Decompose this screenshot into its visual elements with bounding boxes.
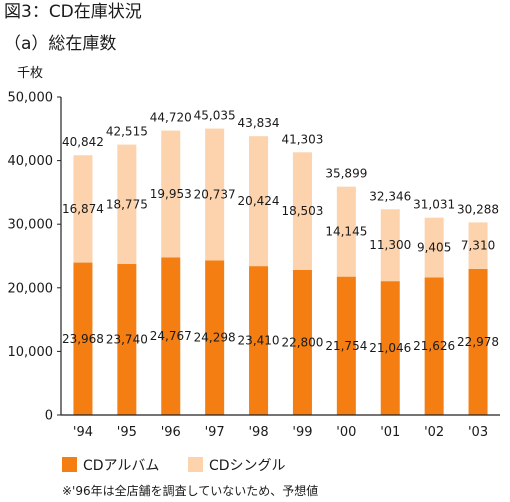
bar-cd-album	[205, 260, 225, 415]
data-label-total: 30,288	[457, 202, 499, 216]
data-label-cd-single: 20,737	[194, 188, 236, 202]
data-label-cd-album: 21,046	[369, 341, 411, 355]
data-label-cd-album: 24,767	[150, 329, 192, 343]
x-tick-label: '02	[424, 425, 444, 440]
x-tick-label: '01	[380, 425, 400, 440]
figure-subtitle: （a）総在庫数	[4, 34, 117, 54]
bar-cd-album	[73, 262, 93, 415]
bar-cd-single	[336, 186, 356, 277]
x-tick-label: '99	[292, 425, 312, 440]
data-label-total: 32,346	[369, 189, 411, 203]
data-label-cd-album: 21,754	[325, 339, 367, 353]
data-label-cd-album: 22,800	[281, 335, 323, 349]
x-tick-label: '96	[161, 425, 181, 440]
y-tick-label: 10,000	[8, 345, 54, 360]
data-label-total: 45,035	[194, 109, 236, 123]
data-label-cd-single: 19,953	[150, 187, 192, 201]
data-label-total: 43,834	[238, 116, 280, 130]
legend-label-cd-album: CDアルバム	[83, 458, 159, 474]
data-label-cd-single: 9,405	[417, 241, 451, 255]
data-label-cd-single: 7,310	[461, 239, 495, 253]
data-label-cd-album: 23,968	[62, 332, 104, 346]
data-label-cd-album: 22,978	[457, 335, 499, 349]
bar-cd-single	[117, 144, 137, 265]
data-label-cd-single: 18,775	[106, 197, 148, 211]
x-tick-label: '98	[248, 425, 268, 440]
y-tick-label: 20,000	[8, 281, 54, 296]
bar-cd-album	[468, 268, 488, 415]
legend-swatch-cd-single	[188, 457, 203, 472]
x-tick-label: '95	[117, 425, 137, 440]
data-label-total: 31,031	[413, 198, 455, 212]
data-label-total: 42,515	[106, 125, 148, 139]
data-label-total: 41,303	[281, 132, 323, 146]
bar-cd-album	[292, 269, 312, 415]
footnote: ※'96年は全店舗を調査していないため、予想値	[62, 484, 319, 498]
bar-cd-album	[249, 266, 269, 415]
bar-cd-album	[380, 281, 400, 415]
bar-cd-single	[292, 152, 312, 270]
bar-cd-single	[73, 155, 93, 263]
data-label-total: 35,899	[325, 167, 367, 181]
data-label-cd-single: 11,300	[369, 238, 411, 252]
data-label-total: 44,720	[150, 111, 192, 125]
bar-cd-single	[249, 136, 269, 267]
bar-cd-single	[468, 222, 488, 269]
data-label-cd-single: 18,503	[281, 204, 323, 218]
y-tick-label: 50,000	[8, 91, 54, 106]
data-label-cd-album: 24,298	[194, 331, 236, 345]
x-tick-label: '97	[205, 425, 225, 440]
figure-title: 図3：CD在庫状況	[4, 2, 142, 22]
x-tick-label: '03	[468, 425, 488, 440]
data-label-cd-single: 16,874	[62, 202, 104, 216]
bar-cd-single	[424, 217, 444, 278]
y-tick-label: 30,000	[8, 218, 54, 233]
bar-cd-album	[161, 257, 181, 415]
legend-swatch-cd-album	[62, 457, 77, 472]
bar-cd-single	[161, 130, 181, 258]
legend-label-cd-single: CDシングル	[209, 458, 286, 474]
bar-cd-single	[380, 209, 400, 282]
bar-cd-album	[117, 264, 137, 415]
x-tick-label: '00	[336, 425, 356, 440]
bar-cd-album	[336, 276, 356, 415]
data-label-cd-single: 14,145	[325, 225, 367, 239]
bar-cd-single	[205, 128, 225, 261]
x-tick-label: '94	[73, 425, 93, 440]
data-label-cd-single: 20,424	[238, 194, 280, 208]
data-label-total: 40,842	[62, 135, 104, 149]
y-tick-label: 0	[45, 409, 53, 424]
data-label-cd-album: 23,740	[106, 333, 148, 347]
data-label-cd-album: 23,410	[238, 334, 280, 348]
data-label-cd-album: 21,626	[413, 339, 455, 353]
y-axis-unit-label: 千枚	[17, 66, 43, 81]
bar-cd-album	[424, 277, 444, 415]
y-tick-label: 40,000	[8, 154, 54, 169]
